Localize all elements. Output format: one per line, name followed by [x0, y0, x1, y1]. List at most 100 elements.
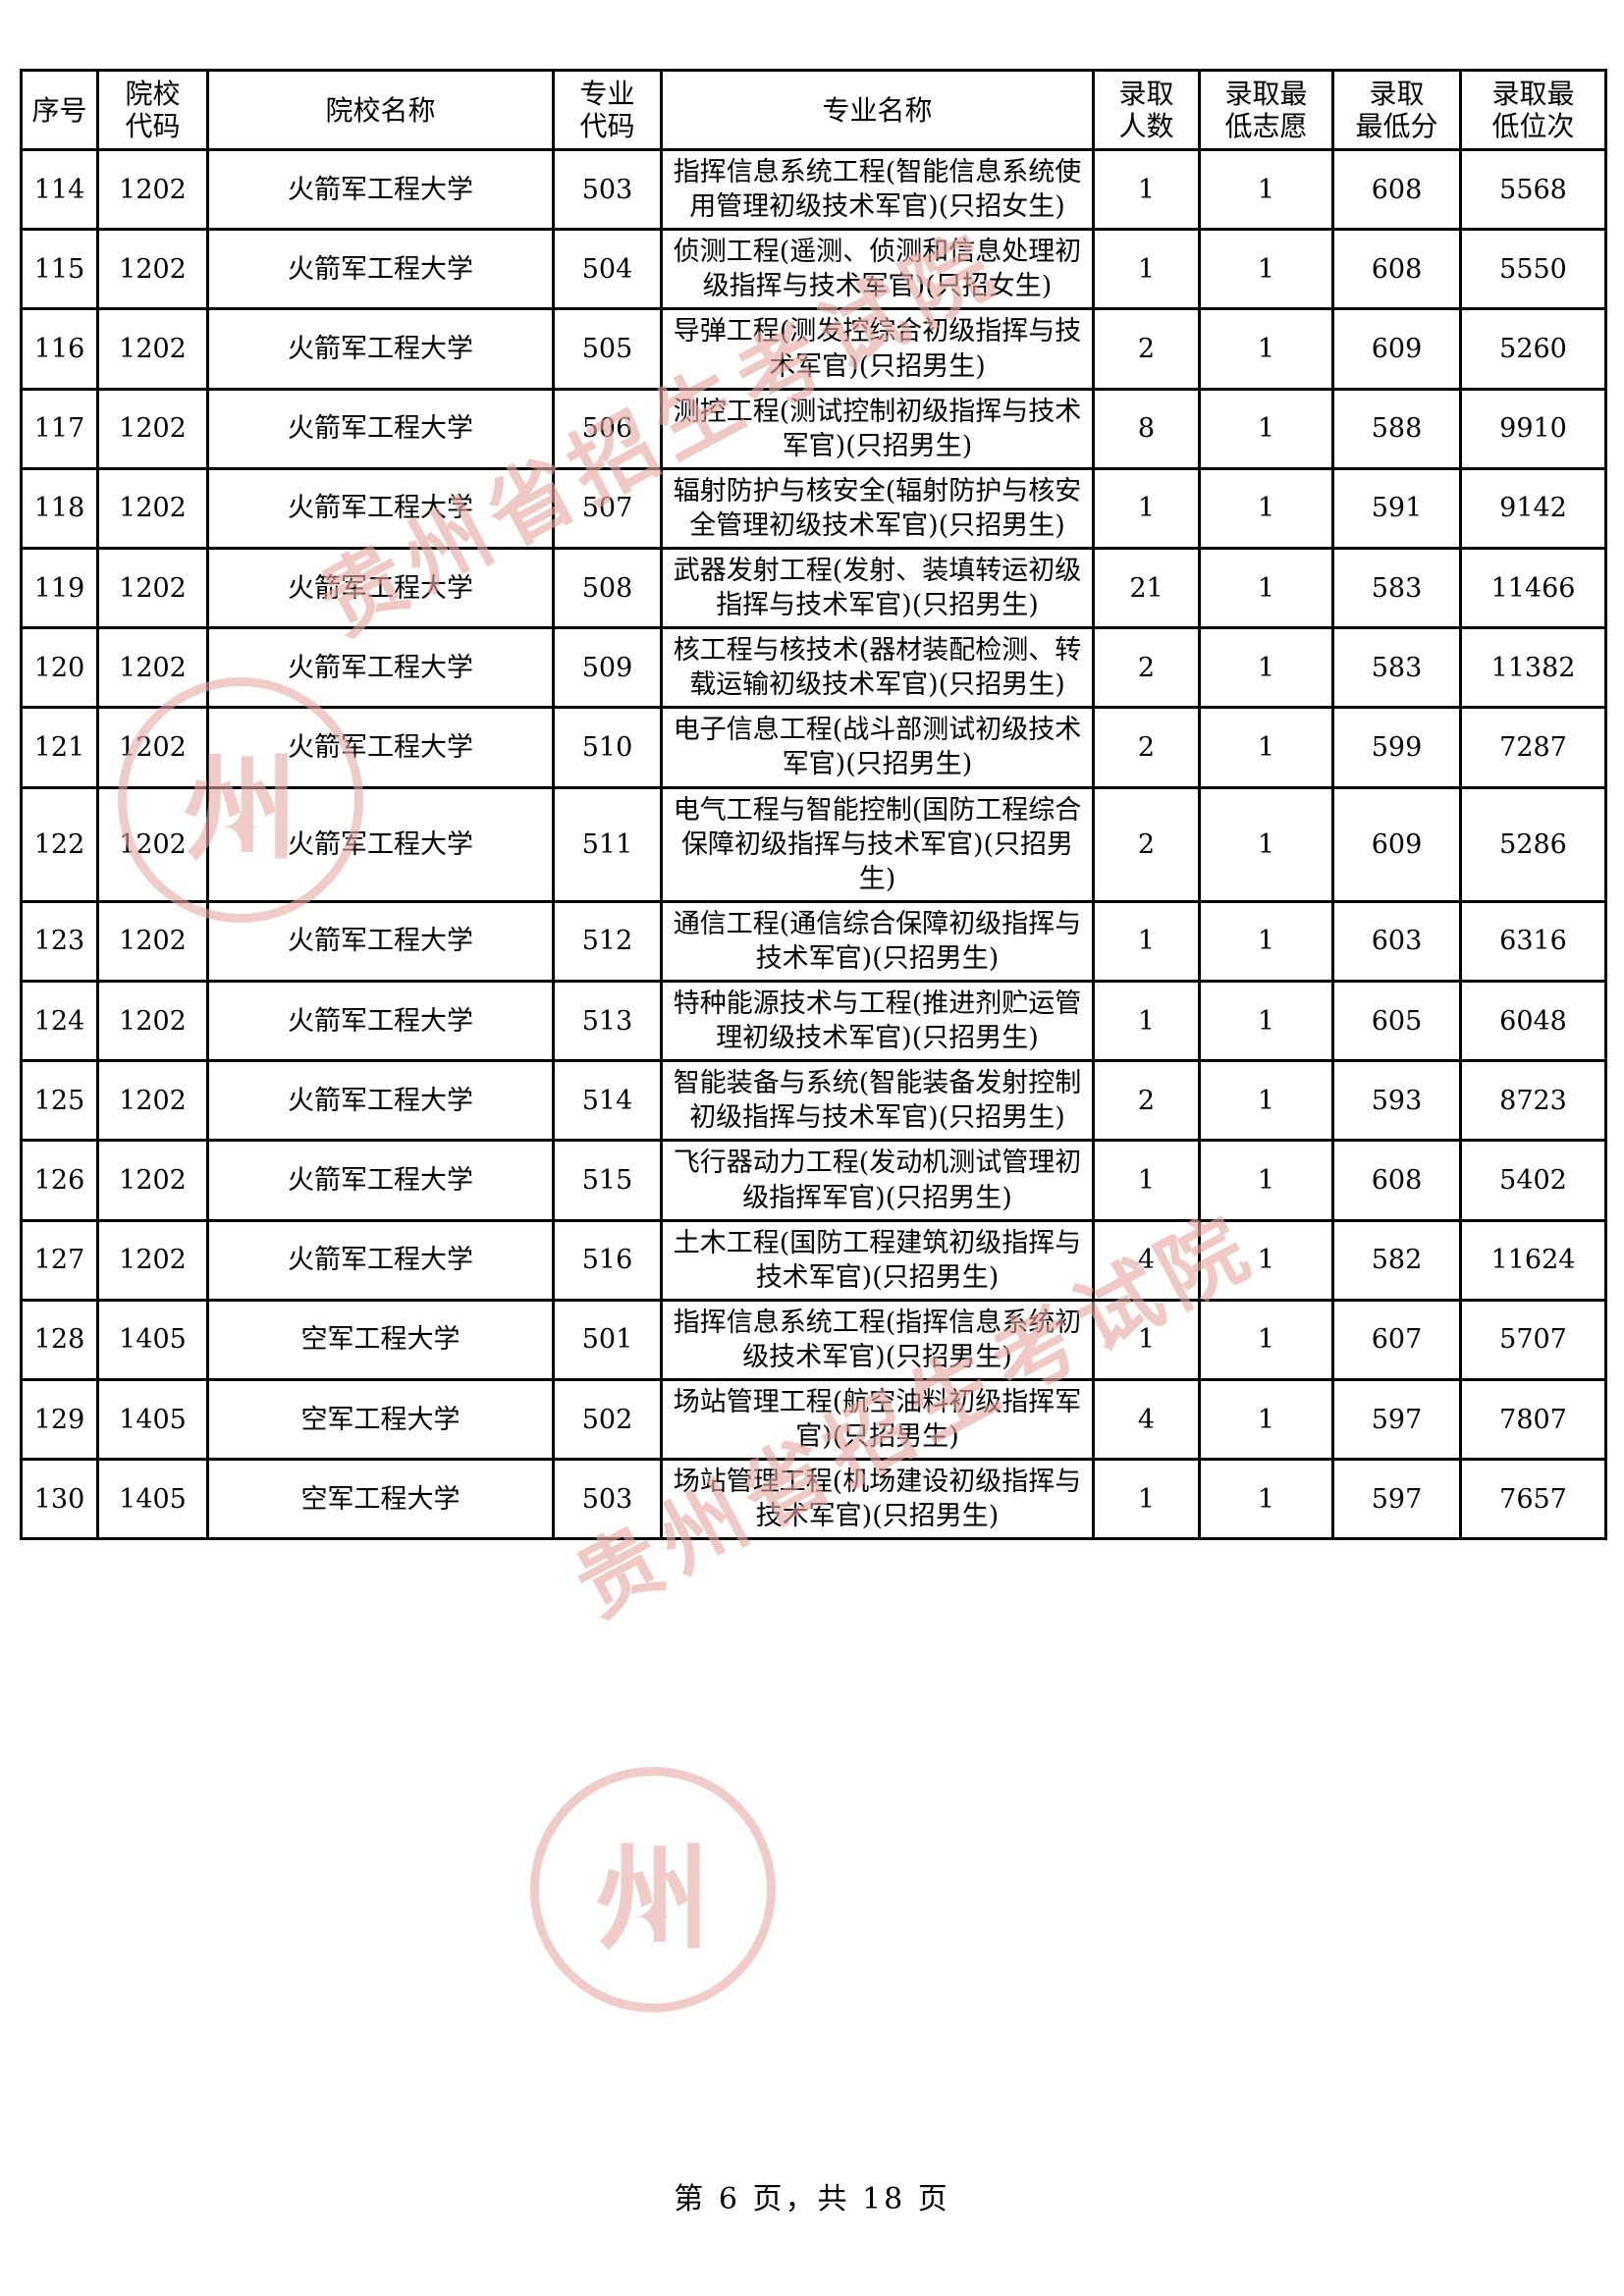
cell-school-code: 1405	[96, 1377, 209, 1462]
table-row: 114 1202 火箭军工程大学 503 指挥信息系统工程(智能信息系统使用管理初级技术…	[20, 148, 1607, 232]
cell-min-score: 608	[1331, 228, 1462, 311]
column-header-seq: 序号	[20, 68, 99, 152]
cell-seq: 128	[20, 1298, 99, 1381]
cell-min-score: 593	[1331, 1059, 1462, 1143]
cell-min-score: 597	[1331, 1458, 1462, 1541]
cell-major-name: 智能装备与系统(智能装备发射控制初级指挥与技术军官)(只招男生)	[660, 1059, 1095, 1143]
cell-major-code: 506	[552, 387, 663, 470]
cell-min-wish: 1	[1198, 626, 1334, 710]
cell-school-name: 火箭军工程大学	[206, 1059, 555, 1143]
cell-major-name: 场站管理工程(机场建设初级指挥与技术军官)(只招男生)	[660, 1458, 1095, 1541]
cell-major-name: 侦测工程(遥测、侦测和信息处理初级指挥与技术军官)(只招女生)	[660, 228, 1095, 311]
cell-school-name: 火箭军工程大学	[206, 228, 555, 311]
cell-school-name: 火箭军工程大学	[206, 706, 555, 789]
cell-count: 1	[1092, 1139, 1201, 1222]
header-line: 低位次	[1491, 110, 1575, 143]
cell-count: 1	[1092, 899, 1201, 984]
cell-major-code: 515	[552, 1139, 663, 1222]
cell-min-rank: 9142	[1459, 466, 1607, 551]
cell-min-rank: 5260	[1459, 307, 1607, 391]
cell-seq: 121	[20, 706, 99, 789]
cell-school-name: 火箭军工程大学	[206, 980, 555, 1063]
cell-major-name: 通信工程(通信综合保障初级指挥与技术军官)(只招男生)	[660, 899, 1095, 984]
cell-major-code: 511	[552, 785, 663, 903]
cell-count: 2	[1092, 1059, 1201, 1143]
cell-min-rank: 5568	[1459, 148, 1607, 232]
cell-min-rank: 7287	[1459, 706, 1607, 789]
table-row: 115 1202 火箭军工程大学 504 侦测工程(遥测、侦测和信息处理初级指挥与技术军…	[20, 228, 1607, 311]
cell-seq: 120	[20, 626, 99, 710]
cell-seq: 126	[20, 1139, 99, 1222]
cell-min-wish: 1	[1198, 1059, 1334, 1143]
cell-count: 2	[1092, 307, 1201, 391]
cell-school-code: 1202	[96, 1139, 209, 1222]
cell-min-score: 583	[1331, 546, 1462, 630]
cell-min-wish: 1	[1198, 899, 1334, 984]
cell-major-code: 501	[552, 1298, 663, 1381]
cell-major-name: 场站管理工程(航空油料初级指挥军官)(只招男生)	[660, 1377, 1095, 1462]
table-row: 118 1202 火箭军工程大学 507 辐射防护与核安全(辐射防护与核安全管理初级技术…	[20, 466, 1607, 551]
cell-school-name: 火箭军工程大学	[206, 466, 555, 551]
cell-min-score: 603	[1331, 899, 1462, 984]
cell-min-wish: 1	[1198, 1298, 1334, 1381]
cell-seq: 117	[20, 387, 99, 470]
header-row: 序号 院校 代码 院校名称 专业 代码 专业名称	[20, 68, 1607, 152]
table-body: 114 1202 火箭军工程大学 503 指挥信息系统工程(智能信息系统使用管理初级技术…	[20, 148, 1607, 1541]
cell-major-code: 502	[552, 1377, 663, 1462]
column-header-min-rank: 录取最 低位次	[1459, 68, 1607, 152]
cell-min-rank: 9910	[1459, 387, 1607, 470]
cell-major-code: 514	[552, 1059, 663, 1143]
cell-school-name: 火箭军工程大学	[206, 148, 555, 232]
table-row: 126 1202 火箭军工程大学 515 飞行器动力工程(发动机测试管理初级指挥军官)(…	[20, 1139, 1607, 1222]
cell-count: 1	[1092, 1298, 1201, 1381]
cell-seq: 127	[20, 1218, 99, 1302]
cell-min-wish: 1	[1198, 387, 1334, 470]
cell-major-code: 513	[552, 980, 663, 1063]
cell-major-name: 核工程与核技术(器材装配检测、转载运输初级技术军官)(只招男生)	[660, 626, 1095, 710]
cell-school-name: 火箭军工程大学	[206, 899, 555, 984]
cell-school-code: 1202	[96, 1218, 209, 1302]
header-line: 院校	[125, 78, 181, 110]
cell-count: 4	[1092, 1218, 1201, 1302]
cell-min-wish: 1	[1198, 1139, 1334, 1222]
cell-school-code: 1202	[96, 307, 209, 391]
cell-major-name: 导弹工程(测发控综合初级指挥与技术军官)(只招男生)	[660, 307, 1095, 391]
cell-seq: 119	[20, 546, 99, 630]
cell-min-wish: 1	[1198, 706, 1334, 789]
cell-school-name: 空军工程大学	[206, 1377, 555, 1462]
cell-min-wish: 1	[1198, 148, 1334, 232]
cell-major-name: 武器发射工程(发射、装填转运初级指挥与技术军官)(只招男生)	[660, 546, 1095, 630]
cell-major-name: 电子信息工程(战斗部测试初级技术军官)(只招男生)	[660, 706, 1095, 789]
cell-major-code: 516	[552, 1218, 663, 1302]
cell-min-rank: 6316	[1459, 899, 1607, 984]
cell-school-code: 1405	[96, 1298, 209, 1381]
cell-major-code: 509	[552, 626, 663, 710]
cell-min-score: 608	[1331, 148, 1462, 232]
cell-major-name: 测控工程(测试控制初级指挥与技术军官)(只招男生)	[660, 387, 1095, 470]
table-row: 123 1202 火箭军工程大学 512 通信工程(通信综合保障初级指挥与技术军官)(只…	[20, 899, 1607, 984]
cell-min-rank: 6048	[1459, 980, 1607, 1063]
cell-school-code: 1202	[96, 980, 209, 1063]
column-header-major-name: 专业名称	[660, 68, 1095, 152]
cell-min-wish: 1	[1198, 785, 1334, 903]
cell-count: 1	[1092, 228, 1201, 311]
cell-school-code: 1202	[96, 387, 209, 470]
header-line: 录取	[1369, 78, 1425, 110]
cell-school-code: 1202	[96, 228, 209, 311]
cell-major-code: 503	[552, 1458, 663, 1541]
header-line: 序号	[31, 93, 87, 127]
cell-min-rank: 5550	[1459, 228, 1607, 311]
cell-major-code: 505	[552, 307, 663, 391]
cell-major-name: 指挥信息系统工程(指挥信息系统初级技术军官)(只招男生)	[660, 1298, 1095, 1381]
cell-major-name: 辐射防护与核安全(辐射防护与核安全管理初级技术军官)(只招男生)	[660, 466, 1095, 551]
page-number-text: 第 6 页，共 18 页	[674, 2182, 950, 2216]
cell-min-score: 607	[1331, 1298, 1462, 1381]
column-header-count: 录取 人数	[1092, 68, 1201, 152]
cell-count: 2	[1092, 785, 1201, 903]
cell-major-name: 特种能源技术与工程(推进剂贮运管理初级技术军官)(只招男生)	[660, 980, 1095, 1063]
cell-school-code: 1202	[96, 706, 209, 789]
cell-count: 1	[1092, 148, 1201, 232]
cell-min-rank: 11382	[1459, 626, 1607, 710]
cell-count: 21	[1092, 546, 1201, 630]
cell-school-code: 1202	[96, 546, 209, 630]
